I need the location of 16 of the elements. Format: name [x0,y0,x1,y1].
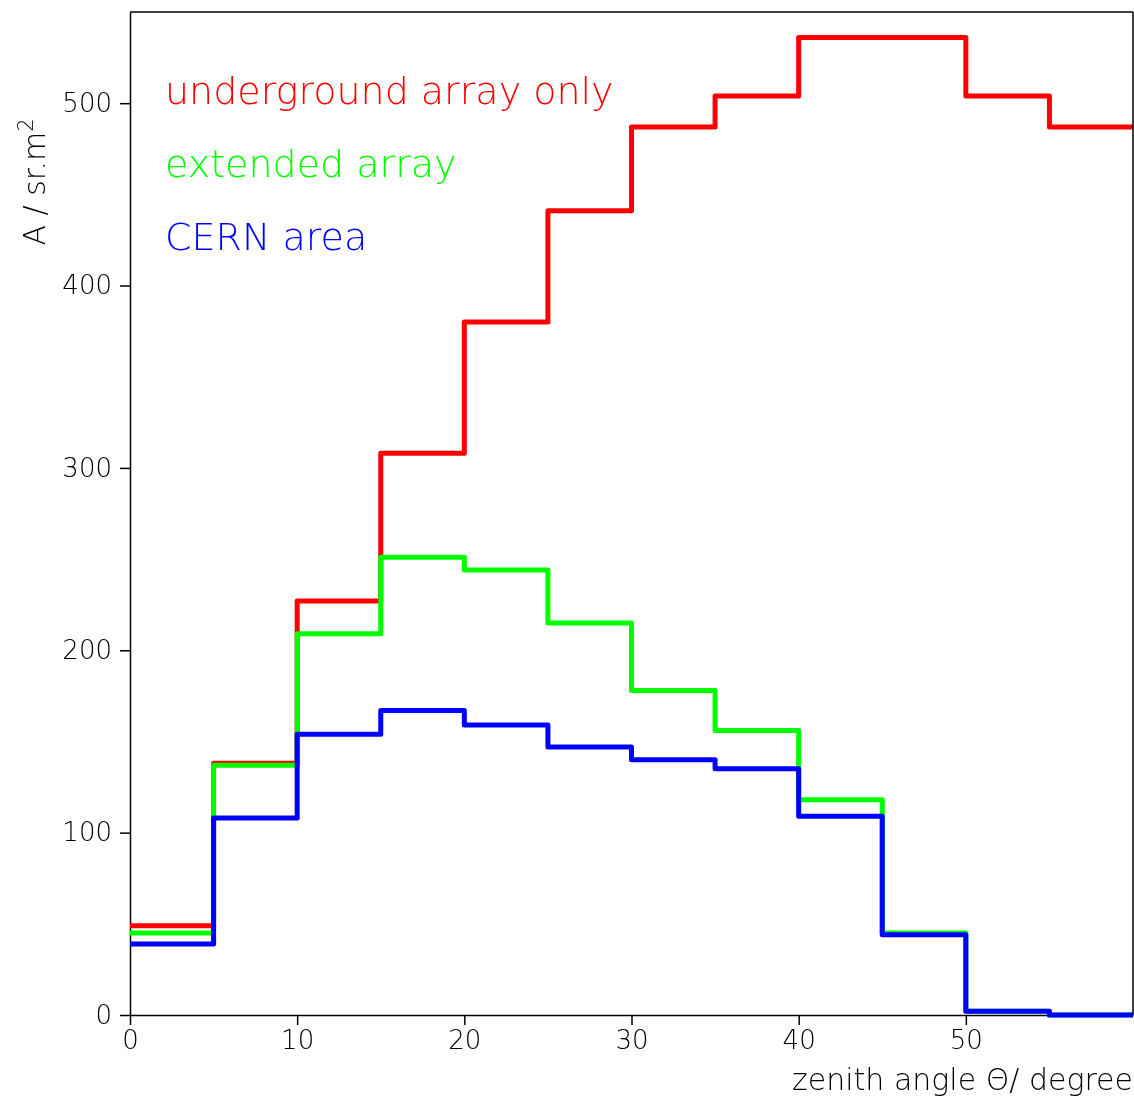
x-axis-title: zenith angle Θ/ degree [792,1062,1133,1097]
series-label: underground array only [165,69,614,113]
y-tick-label: 500 [62,88,112,118]
x-tick-label: 30 [615,1025,649,1056]
x-tick-label: 0 [122,1025,139,1056]
y-tick-label: 0 [95,999,112,1030]
x-tick-label: 20 [448,1025,482,1056]
x-tick-label: 10 [281,1025,315,1056]
text: CERN area [165,215,368,259]
x-tick-label: 40 [782,1025,816,1056]
y-tick-label: 400 [62,270,112,301]
text: extended array [165,142,457,186]
y-tick-label: 300 [62,452,112,483]
x-tick-label: 50 [949,1025,983,1056]
y-tick-label: 100 [62,817,112,848]
y-tick-label: 200 [62,635,112,666]
